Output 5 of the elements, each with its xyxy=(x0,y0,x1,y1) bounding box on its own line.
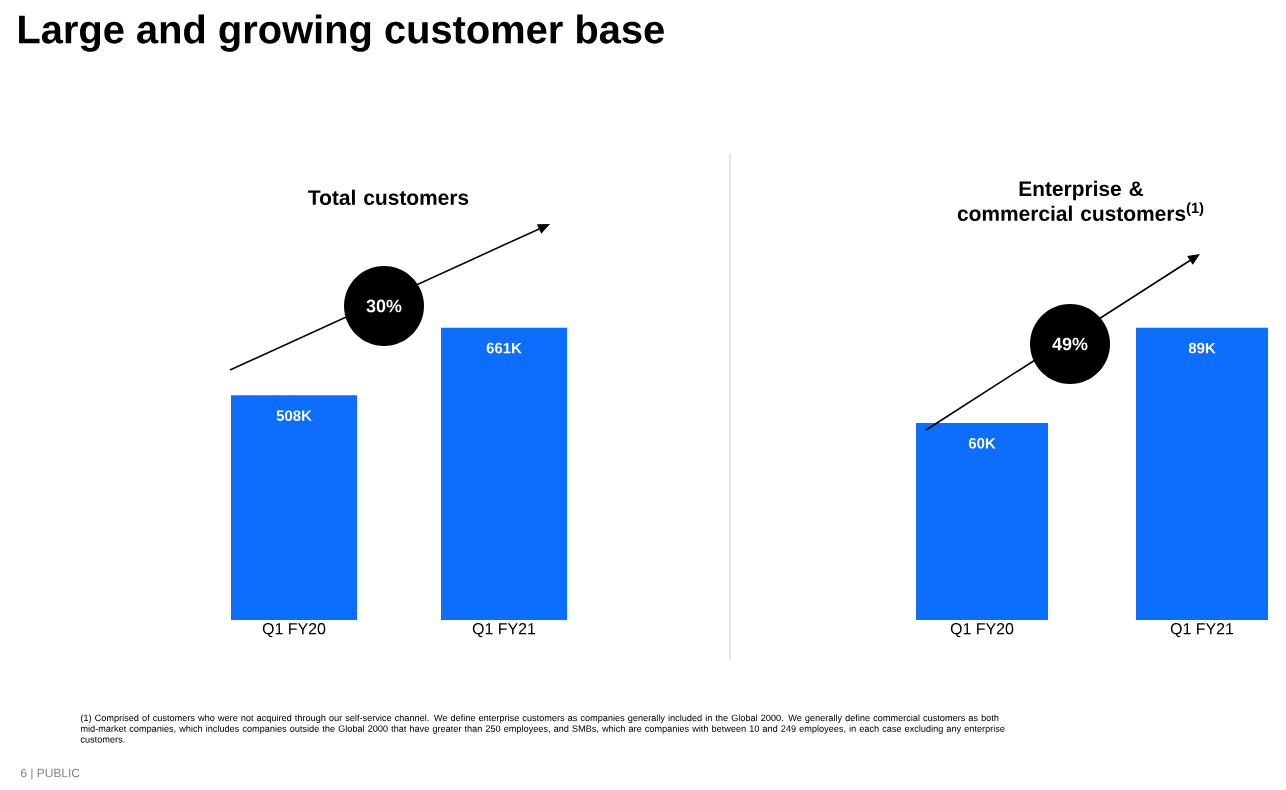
chart-title: Total customers xyxy=(308,189,469,206)
annotation: 49% xyxy=(1052,337,1088,351)
chart-title: Enterprise & commercial customers$^{(1)}$ xyxy=(957,180,1204,222)
text: Large and growing customer base xyxy=(19,14,664,52)
text: 30% xyxy=(366,299,402,313)
